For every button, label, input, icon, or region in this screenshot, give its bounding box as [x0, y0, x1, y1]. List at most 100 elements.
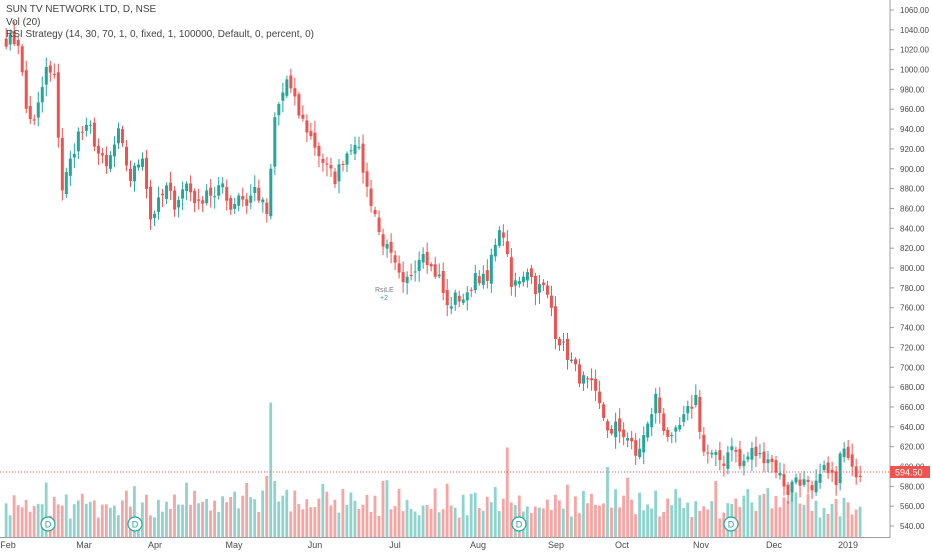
volume-bar — [357, 508, 361, 537]
volume-bar — [553, 494, 557, 537]
volume-bar — [750, 502, 754, 537]
price-axis-label: 780.00 — [900, 284, 925, 293]
price-axis-label: 820.00 — [900, 244, 925, 253]
candle-body — [56, 72, 60, 138]
volume-bar — [646, 504, 649, 537]
candle-body — [838, 453, 842, 484]
volume-bar — [381, 481, 385, 537]
candle-body — [714, 452, 718, 455]
candle-body — [361, 143, 365, 173]
volume-bar — [846, 502, 850, 537]
candle-body — [193, 190, 197, 204]
volume-bar — [177, 504, 180, 537]
volume-bar — [505, 447, 509, 537]
volume-bar — [116, 515, 120, 537]
candle-body — [513, 280, 517, 286]
candle-body — [84, 124, 88, 131]
volume-bar — [165, 501, 168, 537]
volume-bar — [289, 511, 293, 537]
volume-bar — [842, 497, 846, 537]
volume-bar — [642, 510, 645, 537]
volume-bar — [409, 508, 413, 537]
candle-body — [445, 290, 449, 306]
price-axis-label: 700.00 — [900, 363, 925, 372]
volume-bar — [329, 505, 333, 537]
candle-body — [802, 479, 806, 485]
volume-bar — [561, 508, 565, 537]
volume-bar — [858, 506, 862, 537]
volume-bar — [501, 498, 505, 537]
volume-bar — [92, 500, 96, 537]
candle-body — [750, 448, 754, 460]
volume-bar — [28, 511, 32, 537]
candle-body — [297, 94, 301, 116]
candle-body — [686, 406, 690, 414]
candle-body — [533, 276, 537, 295]
volume-bar — [766, 488, 770, 537]
candle-body — [730, 446, 734, 451]
volume-bar — [317, 498, 321, 537]
volume-bar — [233, 491, 237, 537]
candle-body — [722, 463, 726, 466]
candle-body — [377, 217, 381, 232]
volume-bar — [373, 495, 377, 537]
volume-bar — [52, 496, 56, 537]
candle-body — [108, 155, 112, 169]
candle-body — [622, 429, 626, 438]
volume-bar — [489, 502, 493, 537]
volume-bar — [277, 501, 281, 537]
volume-bar — [666, 498, 670, 537]
price-axis-label: 940.00 — [900, 125, 925, 134]
candle-body — [145, 157, 149, 189]
candle-body — [634, 440, 638, 456]
time-axis-label: Apr — [148, 540, 162, 550]
volume-bar — [774, 495, 778, 537]
volume-bar — [12, 495, 16, 537]
volume-bar — [297, 504, 301, 537]
candle-body — [814, 480, 818, 493]
candle-body — [88, 124, 92, 126]
candle-body — [561, 341, 565, 343]
volume-bar — [626, 477, 629, 537]
candle-body — [369, 188, 373, 206]
candle-body — [257, 187, 261, 201]
time-axis-label: May — [225, 540, 243, 550]
volume-bar — [674, 489, 678, 537]
candle-body — [16, 40, 20, 46]
volume-bar — [157, 499, 160, 537]
volume-bar — [80, 493, 84, 537]
dividend-marker-label: D — [516, 520, 523, 530]
volume-bar — [173, 494, 176, 537]
volume-bar — [36, 503, 40, 537]
volume-bar — [758, 495, 762, 537]
candle-body — [225, 187, 229, 201]
candle-body — [614, 421, 618, 438]
volume-bar — [305, 499, 309, 537]
volume-bar — [614, 489, 617, 537]
candle-body — [48, 65, 52, 73]
volume-bar — [333, 499, 337, 537]
candle-body — [790, 481, 794, 493]
volume-bar — [557, 500, 561, 537]
price-axis-label: 880.00 — [900, 185, 925, 194]
volume-bar — [20, 507, 24, 537]
price-axis-label: 1060.00 — [900, 6, 929, 15]
volume-bar — [201, 501, 204, 537]
volume-bar — [686, 502, 690, 537]
candle-body — [72, 153, 76, 158]
volume-bar — [217, 511, 220, 537]
volume-bar — [229, 496, 233, 537]
candle-body — [541, 282, 545, 286]
candle-body — [465, 292, 469, 301]
candle-body — [120, 129, 124, 144]
volume-bar — [68, 518, 72, 537]
volume-bar — [369, 511, 373, 537]
volume-bar — [445, 483, 449, 537]
volume-bar — [594, 504, 597, 537]
candle-body — [574, 359, 578, 365]
time-axis-label: Feb — [0, 540, 16, 550]
candle-body — [658, 397, 662, 413]
candle-body — [846, 446, 850, 459]
